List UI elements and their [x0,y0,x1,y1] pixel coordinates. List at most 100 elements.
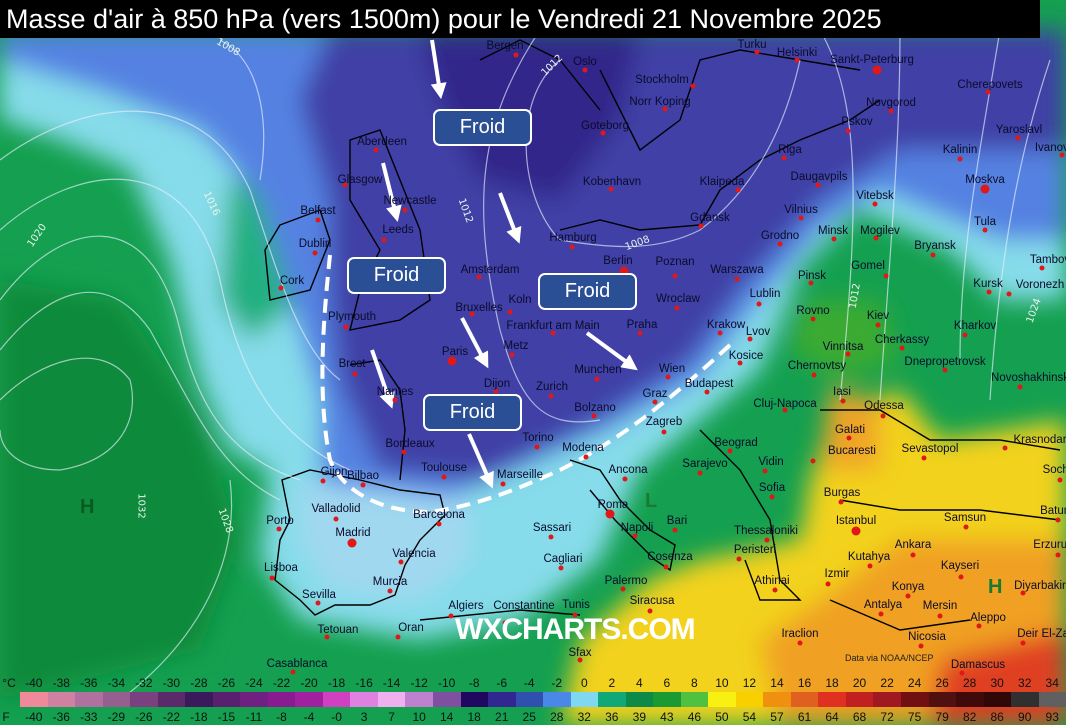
city-marker [447,356,457,366]
arrow-icon [460,317,489,369]
city-label: Zagreb [645,416,683,428]
city-label: Vilnius [784,204,818,216]
fahrenheit-tick-label: 46 [687,710,702,724]
celsius-tick-label: -18 [327,676,346,690]
color-swatch [625,692,654,707]
city-label: Diyarbakir [1014,580,1066,592]
fahrenheit-tick-label: -26 [135,710,153,724]
city-marker [808,280,814,286]
city-label: Gdansk [690,212,730,224]
city-label: Iraclion [781,628,819,640]
city-label: Konya [891,581,925,593]
city-marker [600,130,606,136]
fahrenheit-tick-label: -36 [52,710,70,724]
city-label: Lisboa [264,562,298,574]
low-pressure-label: L [645,490,658,512]
city-marker [735,187,741,193]
city-label: Cosenza [647,551,693,563]
fahrenheit-tick-label: 50 [715,710,729,724]
city-marker [878,611,884,617]
watermark-logo: WXCHARTS.COM [455,613,696,646]
color-swatch [543,692,571,707]
city-marker [509,352,515,358]
city-marker [594,376,600,382]
city-marker [583,454,589,460]
city-label: Zurich [536,381,568,393]
celsius-tick-label: 28 [962,676,977,690]
fahrenheit-unit: F [2,710,10,724]
fahrenheit-tick-label: -4 [303,710,315,724]
color-swatch [515,692,544,707]
city-label: Oran [398,622,424,634]
city-label: Krasnodar [1013,434,1066,446]
city-marker [476,274,482,280]
city-marker [347,538,357,548]
city-label: Toulouse [420,462,468,474]
celsius-tick-label: -2 [551,676,563,690]
city-marker [690,83,696,89]
color-swatch [102,692,131,707]
city-marker [674,305,680,311]
city-marker [937,613,943,619]
fahrenheit-tick-label: 21 [495,710,509,724]
city-label: Beograd [714,437,758,449]
celsius-tick-label: -34 [107,676,125,690]
color-swatch [873,692,901,707]
dark-green-zone [0,280,240,700]
city-marker [548,534,554,540]
city-label: Kobenhavn [582,176,642,188]
city-label: Aleppo [970,612,1006,624]
city-label: Graz [642,388,668,400]
fahrenheit-tick-label: 64 [825,710,839,724]
city-marker [918,643,924,649]
city-marker [534,444,540,450]
celsius-tick-label: 32 [1018,676,1032,690]
city-label: Batumi [1040,505,1066,517]
city-label: Hamburg [549,232,597,244]
color-swatch [680,692,709,707]
city-label: Mersin [922,600,958,612]
city-marker [888,108,894,114]
celsius-tick-label: -8 [468,676,480,690]
city-marker [880,413,886,419]
fahrenheit-tick-label: -33 [80,710,98,724]
celsius-tick-label: -36 [80,676,98,690]
city-label: Cluj-Napoca [753,398,817,410]
city-marker [867,563,873,569]
city-label: Yaroslavl [995,124,1043,136]
city-marker [905,593,911,599]
city-marker [704,389,710,395]
high-pressure-label: H [988,576,1003,598]
city-label: Madrid [335,527,371,539]
city-label: Dijon [483,378,511,390]
celsius-tick-label: 0 [580,676,588,690]
city-marker [448,613,454,619]
city-marker [469,311,475,317]
city-marker [717,330,723,336]
city-marker [825,581,831,587]
city-label: Gijon [320,466,348,478]
celsius-tick-label: -24 [245,676,263,690]
city-label: Newcastle [383,195,437,207]
city-label: Leeds [382,224,414,236]
city-marker [698,223,704,229]
city-label: Kursk [973,278,1003,290]
city-label: Vinnitsa [822,341,864,353]
city-marker [942,367,948,373]
city-marker [1020,640,1026,646]
city-marker [1039,265,1045,271]
celsius-tick-label: -28 [190,676,208,690]
city-label: Barcelona [413,509,465,521]
city-label: Ankara [894,539,932,551]
color-swatch [405,692,433,707]
celsius-tick-label: 30 [990,676,1004,690]
city-label: Pskov [841,116,873,128]
city-marker [315,600,321,606]
color-swatch [267,692,296,707]
city-marker [392,397,398,403]
coastlines-simple [264,39,1061,631]
city-marker [872,65,882,75]
city-label: Bilbao [347,470,379,482]
city-label: Tambov [1029,254,1066,266]
fahrenheit-tick-label: -11 [245,710,263,724]
